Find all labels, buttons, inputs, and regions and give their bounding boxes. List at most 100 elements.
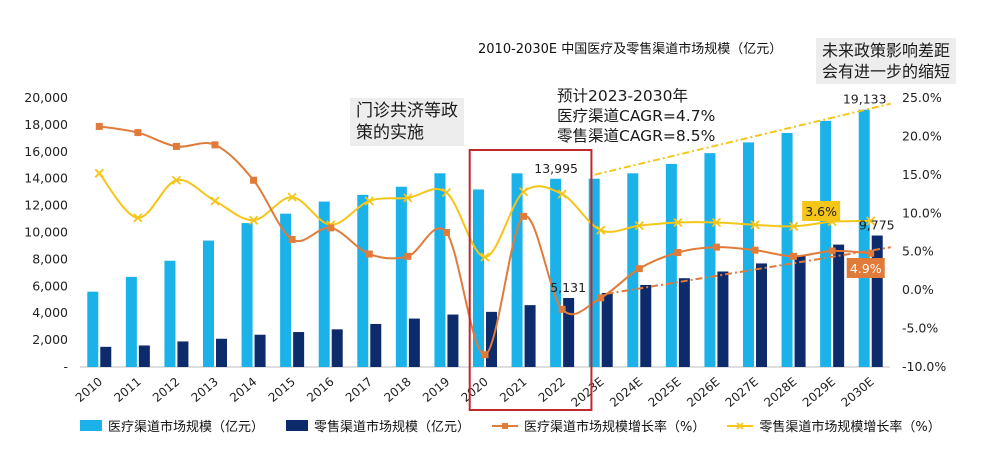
- data-label-box: [802, 201, 841, 221]
- x-tick-label: 2027E: [723, 375, 761, 410]
- bar-medical: [588, 178, 600, 367]
- x-tick-label: 2025E: [646, 375, 684, 410]
- bar-medical: [858, 109, 870, 368]
- line-medical-growth: [99, 125, 871, 356]
- bar-medical: [203, 240, 214, 367]
- legend-label: 医疗渠道市场规模（亿元）: [108, 420, 265, 435]
- marker-retail-growth: [711, 217, 722, 228]
- x-tick-label: 2014: [227, 375, 259, 405]
- x-tick-label: 2017: [343, 375, 375, 405]
- bar-retail: [370, 323, 382, 367]
- data-label: 3.6%: [805, 204, 837, 219]
- y-left-tick-label: 6,000: [32, 278, 68, 293]
- marker-retail-growth: [403, 193, 413, 203]
- y-right-tick-label: -10.0%: [902, 359, 946, 374]
- y-left-tick-label: 4,000: [32, 305, 68, 320]
- marker-medical-growth: [558, 305, 566, 313]
- bar-retail: [486, 311, 497, 367]
- marker-retail-growth: [750, 220, 760, 230]
- bar-retail: [293, 332, 305, 367]
- policy-annotation: 门诊共济等政 策的实施: [350, 98, 464, 146]
- marker-retail-growth: [634, 220, 644, 231]
- forecast-annotation-line: 零售渠道CAGR=8.5%: [557, 127, 716, 145]
- bar-retail: [794, 255, 806, 367]
- marker-medical-growth: [520, 212, 528, 220]
- y-left-tick-label: 12,000: [24, 198, 68, 213]
- bar-retail: [640, 284, 652, 367]
- x-tick-label: 2024E: [607, 375, 645, 410]
- x-tick-label: 2023E: [568, 375, 606, 410]
- marker-medical-growth: [481, 351, 489, 359]
- x-tick-label: 2015: [266, 375, 298, 405]
- marker-retail-growth: [133, 213, 143, 223]
- bar-retail: [717, 271, 729, 367]
- data-label: 19,133: [843, 92, 887, 107]
- forecast-annotation-line: 预计2023-2030年: [557, 87, 688, 105]
- y-right-tick-label: 5.0%: [902, 244, 934, 259]
- marker-retail-growth: [788, 221, 799, 231]
- y-left-tick-label: 2,000: [32, 332, 68, 347]
- bar-retail: [833, 244, 845, 367]
- data-label: 5,131: [550, 280, 586, 295]
- bar-medical: [704, 153, 716, 367]
- bar-medical: [87, 291, 99, 367]
- bar-medical: [434, 173, 446, 367]
- bar-medical: [241, 223, 253, 367]
- marker-medical-growth: [327, 224, 335, 232]
- y-left-tick-label: 20,000: [24, 90, 68, 105]
- legend-label: 零售渠道市场规模（亿元）: [314, 420, 471, 435]
- bar-retail: [563, 297, 575, 367]
- marker-retail-growth: [866, 216, 876, 226]
- marker-retail-growth: [248, 215, 259, 225]
- bar-retail: [138, 345, 150, 367]
- marker-retail-growth: [287, 192, 297, 202]
- trend-line: [594, 102, 891, 176]
- x-tick-label: 2029E: [800, 375, 838, 410]
- line-retail-growth: [98, 172, 871, 259]
- bar-retail: [216, 338, 227, 367]
- bar-retail: [331, 329, 343, 367]
- y-right-tick-label: -5.0%: [902, 321, 938, 336]
- bar-retail: [601, 293, 613, 367]
- x-tick-label: 2013: [189, 375, 221, 405]
- marker-retail-growth: [171, 175, 182, 185]
- data-labels: 19,133 13,995 9,775 5,131 3.6% 4.9%: [534, 92, 894, 295]
- y-left-tick-label: 8,000: [32, 251, 68, 266]
- x-tick-label: 2030E: [838, 375, 876, 410]
- bar-medical: [743, 142, 754, 367]
- legend-item: 医疗渠道市场规模增长率（%）: [492, 416, 705, 435]
- y-right-tick-label: 25.0%: [902, 90, 942, 105]
- x-tick-label: 2018: [381, 375, 413, 405]
- x-tick-label: 2020: [459, 375, 491, 405]
- y-right-tick-label: 15.0%: [902, 167, 942, 182]
- bar-retail: [756, 263, 767, 367]
- x-tick-label: 2026E: [684, 375, 722, 410]
- data-label: 9,775: [859, 218, 895, 233]
- bar-retail: [447, 314, 459, 367]
- marker-retail-growth: [210, 196, 220, 206]
- bar-medical: [820, 120, 832, 368]
- marker-medical-growth: [751, 246, 759, 254]
- bar-medical: [164, 260, 176, 367]
- bar-retail: [408, 318, 420, 367]
- legend-label: 医疗渠道市场规模增长率（%）: [524, 420, 706, 435]
- marker-medical-growth: [95, 122, 103, 130]
- legend-swatch: [80, 420, 102, 431]
- x-tick-label: 2016: [304, 375, 336, 405]
- bar-retail: [177, 341, 189, 367]
- bar-medical: [627, 173, 639, 367]
- marker-medical-growth: [134, 129, 142, 137]
- marker-retail-growth: [596, 225, 606, 235]
- marker-medical-growth: [211, 141, 219, 149]
- future-annotation-line: 未来政策影响差距: [822, 41, 951, 60]
- x-tick-label: 2012: [150, 375, 182, 405]
- legend-item: 零售渠道市场规模（亿元）: [286, 416, 470, 435]
- y-right-tick-label: 10.0%: [902, 205, 942, 220]
- bar-medical: [280, 213, 292, 367]
- trend-line: [606, 246, 891, 295]
- data-label: 4.9%: [850, 261, 882, 276]
- bar-medical: [357, 194, 369, 367]
- highlight-box: [468, 149, 593, 411]
- marker-medical-growth: [867, 249, 875, 257]
